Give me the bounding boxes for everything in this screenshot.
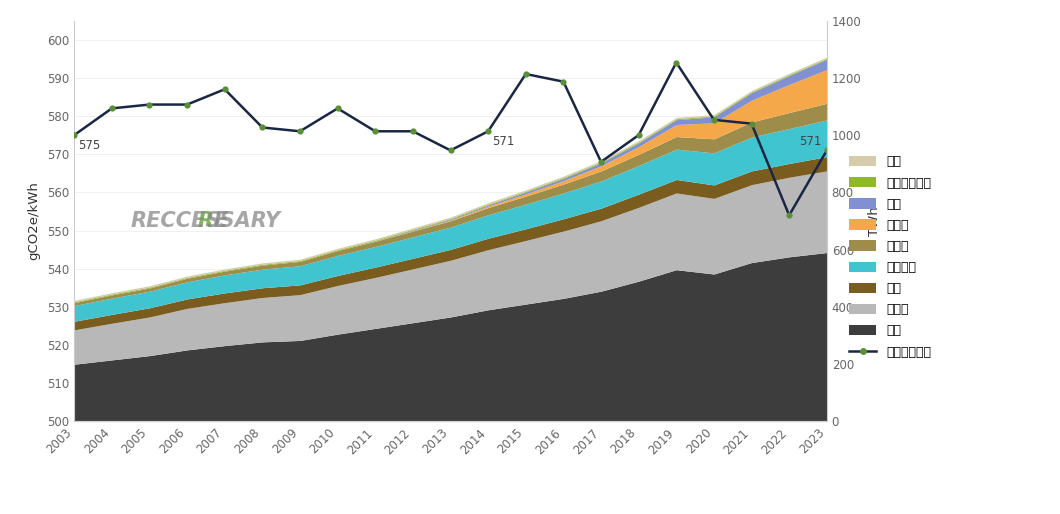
Text: R: R [197,211,213,231]
Text: E: E [213,211,228,231]
Text: 571: 571 [799,136,822,149]
Legend: 核能, 其他再生能源, 風電, 太陽能, 生質能, 水力發電, 石油, 天然氣, 煤炭, 電力排碳係數: 核能, 其他再生能源, 風電, 太陽能, 生質能, 水力發電, 石油, 天然氣,… [849,155,932,359]
Y-axis label: gCO2e/kWh: gCO2e/kWh [28,181,40,261]
Y-axis label: TWh: TWh [868,206,881,236]
Text: RECCESSARY: RECCESSARY [130,211,281,231]
Text: 571: 571 [492,136,514,149]
Text: 575: 575 [78,139,101,152]
